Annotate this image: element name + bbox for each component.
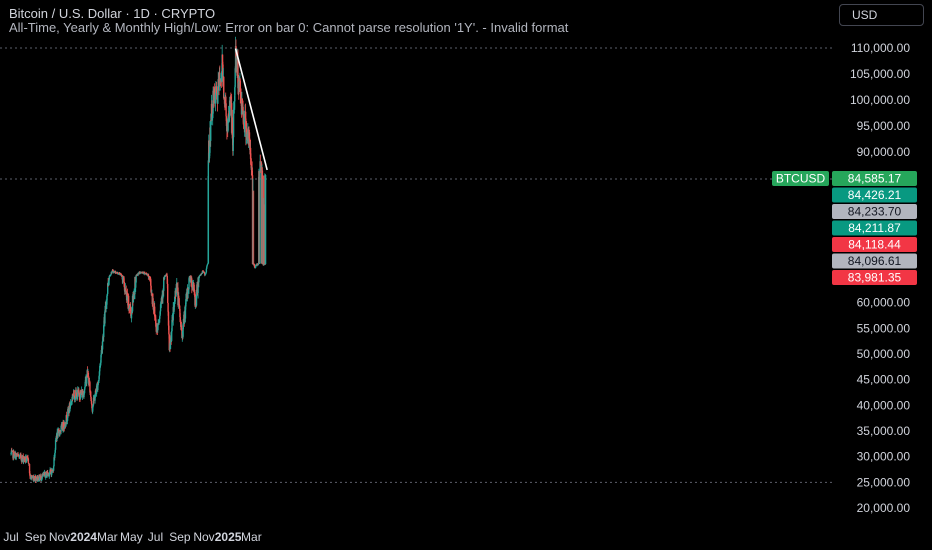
price-label: 84,096.61 <box>832 253 917 269</box>
x-tick-label: Nov <box>193 530 214 544</box>
candle <box>198 276 200 288</box>
candle <box>179 313 182 321</box>
candle <box>39 475 41 482</box>
indicator-status: All-Time, Yearly & Monthly High/Low: Err… <box>9 20 569 35</box>
y-tick-label: 25,000.00 <box>857 475 911 489</box>
y-tick-label: 100,000.00 <box>850 93 910 107</box>
currency-button[interactable]: USD <box>839 4 924 26</box>
y-tick-label: 90,000.00 <box>857 145 911 159</box>
candle <box>205 268 208 273</box>
price-labels: BTCUSD 84,585.17 84,426.21 84,233.70 84,211.… <box>772 171 917 285</box>
svg-text:84,096.61: 84,096.61 <box>848 254 902 268</box>
svg-text:84,233.70: 84,233.70 <box>848 205 902 219</box>
price-label: 83,981.35 <box>832 270 917 285</box>
trendline-layer[interactable] <box>234 48 268 171</box>
x-tick-label: Sep <box>25 530 47 544</box>
candle <box>215 81 217 103</box>
candle <box>166 272 168 277</box>
x-tick-label: Sep <box>169 530 191 544</box>
reference-lines <box>0 47 832 483</box>
candle <box>53 454 55 467</box>
candle <box>264 174 267 265</box>
candle <box>253 263 256 268</box>
svg-text:84,585.17: 84,585.17 <box>848 172 902 186</box>
price-label: 84,211.87 <box>832 220 917 236</box>
candle <box>95 388 97 393</box>
candle <box>152 293 154 310</box>
y-tick-label: 55,000.00 <box>857 321 911 335</box>
svg-text:84,426.21: 84,426.21 <box>848 188 902 202</box>
trendline[interactable] <box>234 48 268 171</box>
candle <box>64 422 66 427</box>
price-label: 84,426.21 <box>832 187 917 203</box>
candle <box>253 190 255 266</box>
candle <box>207 152 210 265</box>
y-tick-label: 95,000.00 <box>857 119 911 133</box>
svg-text:BTCUSD: BTCUSD <box>776 172 826 186</box>
y-tick-label: 20,000.00 <box>857 501 911 515</box>
candles <box>10 36 267 483</box>
candle <box>173 296 176 311</box>
price-label: 84,233.70 <box>832 204 917 219</box>
y-tick-label: 35,000.00 <box>857 424 911 438</box>
candle <box>263 175 265 266</box>
x-tick-label: 2025 <box>215 530 242 544</box>
y-tick-label: 110,000.00 <box>851 41 910 55</box>
symbol-tag: BTCUSD <box>772 171 829 186</box>
candle <box>157 319 159 330</box>
y-tick-label: 40,000.00 <box>857 398 911 412</box>
time-axis[interactable]: Jul Sep Nov 2024 Mar May Jul Sep Nov 2025 Mar <box>3 530 261 544</box>
candle <box>166 279 169 304</box>
x-tick-label: Jul <box>3 530 18 544</box>
candle <box>234 66 236 96</box>
candle <box>87 371 90 377</box>
price-axis[interactable]: 110,000.00 105,000.00 100,000.00 95,000.00 9… <box>850 41 910 515</box>
candle <box>108 275 110 285</box>
svg-text:84,211.87: 84,211.87 <box>848 221 901 235</box>
x-tick-label: 2024 <box>70 530 97 544</box>
x-tick-label: Jul <box>148 530 163 544</box>
y-tick-label: 50,000.00 <box>857 347 911 361</box>
svg-text:83,981.35: 83,981.35 <box>848 271 902 285</box>
y-tick-label: 60,000.00 <box>857 296 911 310</box>
svg-text:84,118.44: 84,118.44 <box>848 238 901 252</box>
x-tick-label: May <box>120 530 143 544</box>
chart-title: Bitcoin / U.S. Dollar · 1D · CRYPTO <box>9 6 216 21</box>
y-tick-label: 30,000.00 <box>857 450 911 464</box>
x-tick-label: Mar <box>241 530 262 544</box>
x-tick-label: Nov <box>49 530 70 544</box>
price-label: BTCUSD 84,585.17 <box>772 171 917 186</box>
y-tick-label: 105,000.00 <box>850 67 910 81</box>
y-tick-label: 45,000.00 <box>857 373 911 387</box>
x-tick-label: Mar <box>97 530 118 544</box>
price-label: 84,118.44 <box>832 237 917 252</box>
